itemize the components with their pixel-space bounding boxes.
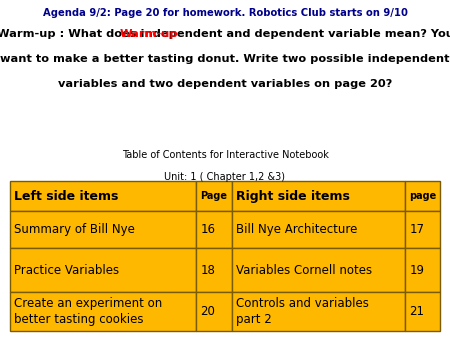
Text: Create an experiment on
better tasting cookies: Create an experiment on better tasting c… [14,297,162,326]
Text: page: page [410,191,437,201]
Text: Table of Contents for Interactive Notebook: Table of Contents for Interactive Notebo… [122,150,328,161]
Bar [405,248,440,292]
Bar [10,181,196,211]
Text: Practice Variables: Practice Variables [14,264,120,277]
Text: 18: 18 [200,264,215,277]
Bar [232,181,405,211]
Text: Warm-up: Warm-up [120,29,179,39]
Bar [196,248,232,292]
Bar [196,292,232,331]
Bar [232,248,405,292]
Text: Page: Page [200,191,227,201]
Text: Warm-up : What does independent and dependent variable mean? You: Warm-up : What does independent and depe… [0,29,450,39]
Bar [10,292,196,331]
Bar [196,211,232,248]
Bar [10,248,196,292]
Bar [10,211,196,248]
Text: Left side items: Left side items [14,190,119,202]
Text: Controls and variables
part 2: Controls and variables part 2 [236,297,369,326]
Text: Unit: 1 ( Chapter 1,2 &3): Unit: 1 ( Chapter 1,2 &3) [165,172,285,183]
Text: Summary of Bill Nye: Summary of Bill Nye [14,223,135,236]
Bar [405,181,440,211]
Bar [196,181,232,211]
Bar [405,211,440,248]
Text: Right side items: Right side items [236,190,350,202]
Text: Bill Nye Architecture: Bill Nye Architecture [236,223,358,236]
Text: 20: 20 [200,305,215,318]
Text: want to make a better tasting donut. Write two possible independent: want to make a better tasting donut. Wri… [0,54,450,64]
Text: Agenda 9/2: Page 20 for homework. Robotics Club starts on 9/10: Agenda 9/2: Page 20 for homework. Roboti… [43,8,407,19]
Bar [232,211,405,248]
Text: 16: 16 [200,223,215,236]
Text: 19: 19 [410,264,424,277]
Bar [232,292,405,331]
Bar [405,292,440,331]
Text: 17: 17 [410,223,424,236]
Text: variables and two dependent variables on page 20?: variables and two dependent variables on… [58,79,392,89]
Text: 21: 21 [410,305,424,318]
Text: Variables Cornell notes: Variables Cornell notes [236,264,373,277]
